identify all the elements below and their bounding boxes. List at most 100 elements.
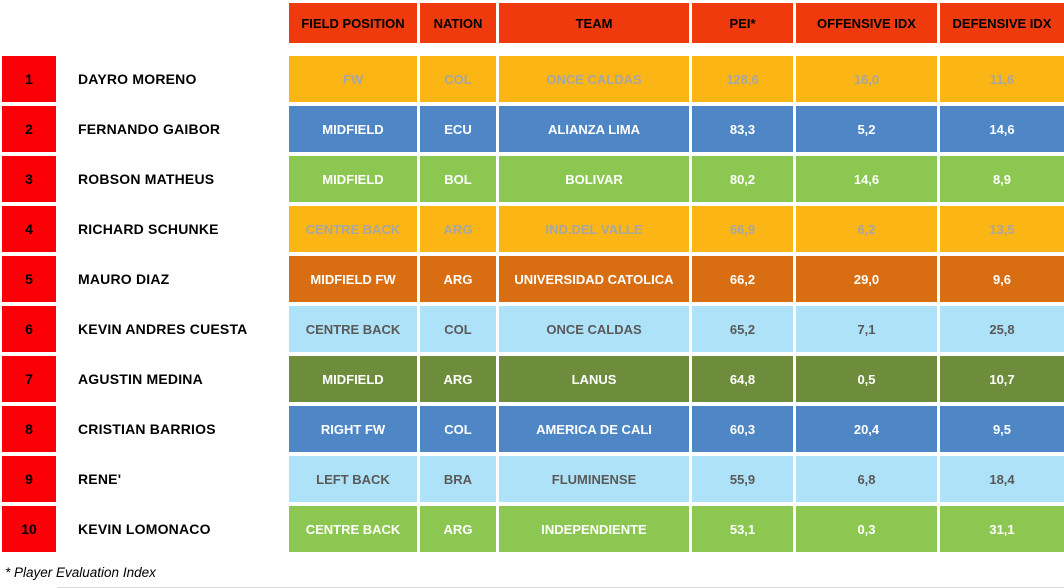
offensive-cell: 14,6 <box>796 156 937 202</box>
nation-cell: ARG <box>420 206 496 252</box>
pei-cell: 80,2 <box>692 156 793 202</box>
rank-cell: 5 <box>2 256 56 302</box>
defensive-cell: 25,8 <box>940 306 1064 352</box>
team-cell: ONCE CALDAS <box>499 306 689 352</box>
defensive-cell: 8,9 <box>940 156 1064 202</box>
pei-cell: 64,8 <box>692 356 793 402</box>
rank-cell: 2 <box>2 106 56 152</box>
position-cell: LEFT BACK <box>289 456 417 502</box>
position-cell: MIDFIELD <box>289 356 417 402</box>
position-cell: CENTRE BACK <box>289 306 417 352</box>
nation-cell: COL <box>420 306 496 352</box>
offensive-cell: 5,2 <box>796 106 937 152</box>
rank-cell: 1 <box>2 56 56 102</box>
column-header-field-position: FIELD POSITION <box>289 3 417 43</box>
footnote: * Player Evaluation Index <box>5 565 156 580</box>
table-row: 2 FERNANDO GAIBOR MIDFIELD ECU ALIANZA LIMA 8… <box>2 106 1064 152</box>
position-cell: RIGHT FW <box>289 406 417 452</box>
pei-cell: 66,2 <box>692 256 793 302</box>
player-name: ROBSON MATHEUS <box>78 171 215 187</box>
defensive-cell: 18,4 <box>940 456 1064 502</box>
team-cell: ALIANZA LIMA <box>499 106 689 152</box>
table-row: 8 CRISTIAN BARRIOS RIGHT FW COL AMERICA DE C… <box>2 406 1064 452</box>
column-header-team: TEAM <box>499 3 689 43</box>
column-header-offensive-idx: OFFENSIVE IDX <box>796 3 937 43</box>
table-row: 1 DAYRO MORENO FW COL ONCE CALDAS 128,6 16,0 11… <box>2 56 1064 102</box>
player-name: AGUSTIN MEDINA <box>78 371 203 387</box>
position-cell: MIDFIELD <box>289 106 417 152</box>
team-cell: UNIVERSIDAD CATOLICA <box>499 256 689 302</box>
column-header-defensive-idx: DEFENSIVE IDX <box>940 3 1064 43</box>
rank-cell: 10 <box>2 506 56 552</box>
table-row: 10 KEVIN LOMONACO CENTRE BACK ARG INDEPENDIE… <box>2 506 1064 552</box>
rank-cell: 6 <box>2 306 56 352</box>
ranking-table: 1 DAYRO MORENO FW COL ONCE CALDAS 128,6 16,0 11… <box>2 56 1064 552</box>
position-cell: FW <box>289 56 417 102</box>
team-cell: INDEPENDIENTE <box>499 506 689 552</box>
defensive-cell: 13,5 <box>940 206 1064 252</box>
pei-cell: 65,2 <box>692 306 793 352</box>
offensive-cell: 20,4 <box>796 406 937 452</box>
offensive-cell: 16,0 <box>796 56 937 102</box>
position-cell: MIDFIELD <box>289 156 417 202</box>
player-name: DAYRO MORENO <box>78 71 197 87</box>
team-cell: BOLIVAR <box>499 156 689 202</box>
pei-cell: 66,9 <box>692 206 793 252</box>
pei-cell: 60,3 <box>692 406 793 452</box>
nation-cell: ARG <box>420 256 496 302</box>
player-name: MAURO DIAZ <box>78 271 170 287</box>
table-row: 6 KEVIN ANDRES CUESTA CENTRE BACK COL ONCE C… <box>2 306 1064 352</box>
table-row: 7 AGUSTIN MEDINA MIDFIELD ARG LANUS 64,8 0,5 10… <box>2 356 1064 402</box>
offensive-cell: 29,0 <box>796 256 937 302</box>
rank-cell: 7 <box>2 356 56 402</box>
pei-cell: 55,9 <box>692 456 793 502</box>
column-header-pei: PEI* <box>692 3 793 43</box>
team-cell: AMERICA DE CALI <box>499 406 689 452</box>
position-cell: CENTRE BACK <box>289 206 417 252</box>
nation-cell: COL <box>420 406 496 452</box>
nation-cell: BOL <box>420 156 496 202</box>
player-name: RICHARD SCHUNKE <box>78 221 219 237</box>
defensive-cell: 9,5 <box>940 406 1064 452</box>
rank-cell: 4 <box>2 206 56 252</box>
table-header-row: FIELD POSITION NATION TEAM PEI* OFFENSIV… <box>2 3 1064 43</box>
defensive-cell: 10,7 <box>940 356 1064 402</box>
nation-cell: ARG <box>420 506 496 552</box>
table-row: 4 RICHARD SCHUNKE CENTRE BACK ARG IND.DEL VA… <box>2 206 1064 252</box>
column-header-nation: NATION <box>420 3 496 43</box>
pei-cell: 83,3 <box>692 106 793 152</box>
team-cell: FLUMINENSE <box>499 456 689 502</box>
offensive-cell: 0,5 <box>796 356 937 402</box>
position-cell: MIDFIELD FW <box>289 256 417 302</box>
pei-cell: 128,6 <box>692 56 793 102</box>
defensive-cell: 9,6 <box>940 256 1064 302</box>
table-row: 9 RENE' LEFT BACK BRA FLUMINENSE 55,9 6,8 18,4 <box>2 456 1064 502</box>
team-cell: ONCE CALDAS <box>499 56 689 102</box>
nation-cell: COL <box>420 56 496 102</box>
offensive-cell: 0,3 <box>796 506 937 552</box>
nation-cell: ECU <box>420 106 496 152</box>
table-row: 5 MAURO DIAZ MIDFIELD FW ARG UNIVERSIDAD CAT… <box>2 256 1064 302</box>
pei-cell: 53,1 <box>692 506 793 552</box>
offensive-cell: 6,8 <box>796 456 937 502</box>
player-name: FERNANDO GAIBOR <box>78 121 221 137</box>
rank-cell: 9 <box>2 456 56 502</box>
offensive-cell: 6,2 <box>796 206 937 252</box>
player-name: CRISTIAN BARRIOS <box>78 421 216 437</box>
player-name: KEVIN ANDRES CUESTA <box>78 321 248 337</box>
nation-cell: ARG <box>420 356 496 402</box>
defensive-cell: 31,1 <box>940 506 1064 552</box>
player-name: KEVIN LOMONACO <box>78 521 211 537</box>
team-cell: IND.DEL VALLE <box>499 206 689 252</box>
defensive-cell: 14,6 <box>940 106 1064 152</box>
defensive-cell: 11,6 <box>940 56 1064 102</box>
rank-cell: 3 <box>2 156 56 202</box>
team-cell: LANUS <box>499 356 689 402</box>
nation-cell: BRA <box>420 456 496 502</box>
rank-cell: 8 <box>2 406 56 452</box>
position-cell: CENTRE BACK <box>289 506 417 552</box>
offensive-cell: 7,1 <box>796 306 937 352</box>
player-name: RENE' <box>78 471 122 487</box>
table-row: 3 ROBSON MATHEUS MIDFIELD BOL BOLIVAR 80,2 14,… <box>2 156 1064 202</box>
